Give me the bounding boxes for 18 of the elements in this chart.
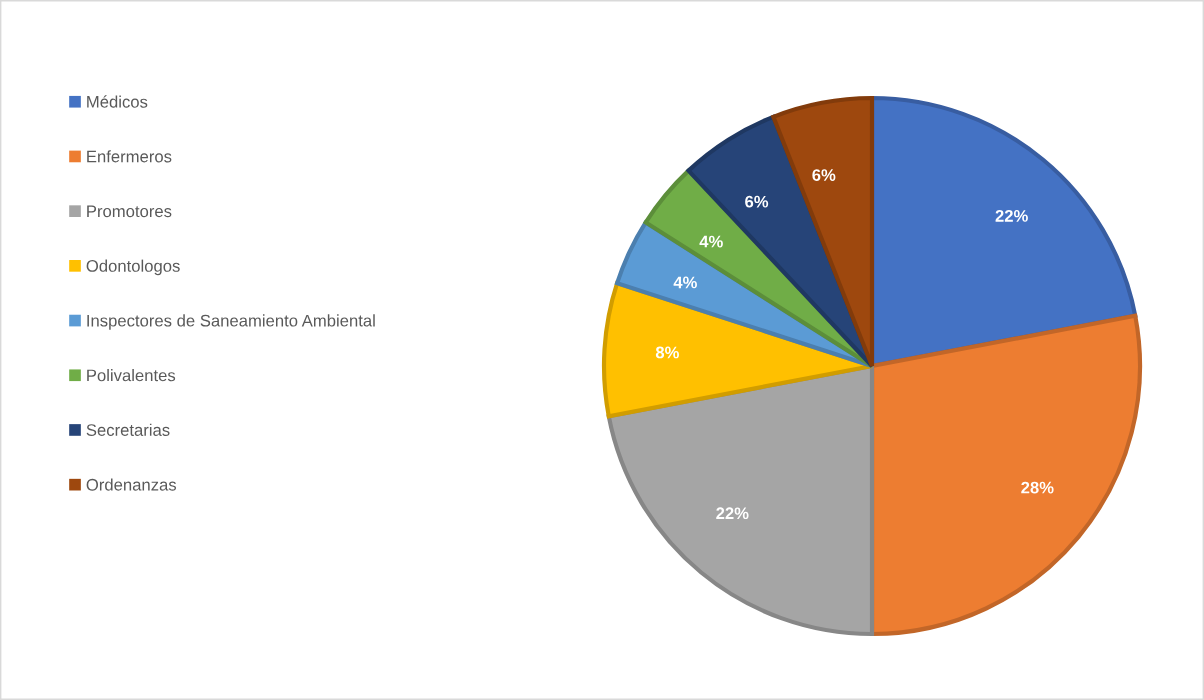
legend-label: Promotores [87,205,172,218]
legend-label: Secretarias [86,423,170,436]
legend-label: Enfermeros [87,150,172,163]
data-label: 8% [655,346,679,359]
legend-label: Polivalentes [87,369,176,382]
legend-label: Ordenanzas [86,478,177,491]
data-label: 6% [745,195,769,208]
data-label: 6% [812,169,836,181]
data-label: 4% [673,276,697,289]
data-label: 22% [716,507,749,520]
data-label: 22% [995,209,1028,222]
pie-slice [771,95,875,369]
pie-slice [606,363,875,637]
legend-label: Inspectores de Saneamiento Ambiental [87,314,375,330]
legend-label: Médicos [87,95,148,108]
data-label: 28% [1021,481,1054,494]
legend-label: Odontologos [86,259,180,276]
data-label: 4% [699,235,723,248]
